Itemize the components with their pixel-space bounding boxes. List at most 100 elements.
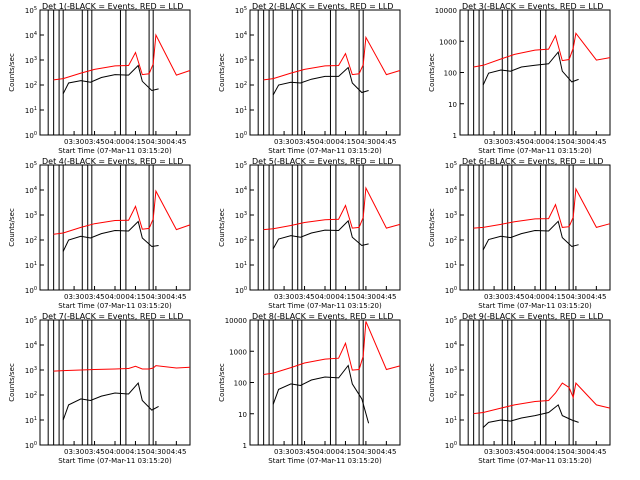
x-tick-label: 03:45 — [294, 293, 314, 301]
panel-6: Det 6(-BLACK = Events, RED = LLD Counts/s… — [428, 157, 611, 310]
lld-series-line — [53, 33, 191, 81]
lld-series-line — [263, 186, 401, 231]
y-tick-label: 102 — [445, 391, 457, 400]
panel-title: Det 9(-BLACK = Events, RED = LLD — [462, 312, 603, 321]
x-tick-label: 04:30 — [566, 448, 586, 456]
x-tick-label: 04:15 — [545, 138, 565, 146]
x-tick-label: 03:30 — [274, 138, 294, 146]
events-series-line — [482, 50, 579, 86]
y-tick-label: 103 — [235, 56, 247, 65]
x-tick-label: 03:45 — [504, 448, 524, 456]
y-tick-label: 100 — [444, 70, 457, 78]
y-axis-label: Counts/sec — [218, 53, 226, 92]
y-tick-label: 102 — [445, 236, 457, 245]
panel-3: Det 3(-BLACK = Events, RED = LLD Counts/s… — [428, 2, 611, 155]
y-tick-label: 101 — [25, 106, 37, 115]
x-axis-label: Start Time (07-Mar-11 03:15:20) — [478, 302, 592, 310]
panel-title: Det 3(-BLACK = Events, RED = LLD — [462, 2, 603, 11]
y-tick-label: 103 — [25, 211, 37, 220]
x-tick-label: 04:30 — [356, 293, 376, 301]
x-tick-label: 03:45 — [294, 138, 314, 146]
x-tick-label: 04:00 — [105, 138, 125, 146]
panel-title: Det 2(-BLACK = Events, RED = LLD — [252, 2, 393, 11]
x-tick-label: 04:15 — [545, 448, 565, 456]
plot-frame — [459, 9, 611, 136]
y-tick-label: 100 — [235, 131, 247, 140]
x-tick-label: 04:45 — [166, 138, 186, 146]
lld-series-line — [473, 382, 611, 415]
y-tick-label: 100 — [25, 286, 37, 295]
y-tick-label: 1000 — [439, 38, 457, 46]
plot-frame — [249, 9, 401, 136]
events-series-line — [482, 404, 579, 428]
y-tick-label: 105 — [25, 6, 37, 15]
y-tick-label: 101 — [25, 261, 37, 270]
x-axis-label: Start Time (07-Mar-11 03:15:20) — [268, 457, 382, 465]
y-tick-label: 1000 — [229, 348, 247, 356]
events-series-line — [272, 364, 370, 424]
x-tick-label: 03:30 — [484, 138, 504, 146]
y-axis-label: Counts/sec — [8, 363, 16, 402]
x-tick-label: 04:00 — [315, 448, 335, 456]
lld-series-line — [53, 365, 191, 372]
y-tick-label: 102 — [25, 236, 37, 245]
y-tick-label: 104 — [235, 186, 247, 195]
y-axis-label: Counts/sec — [8, 53, 16, 92]
x-tick-label: 04:15 — [125, 448, 145, 456]
x-tick-label: 04:00 — [315, 138, 335, 146]
events-series-line — [482, 220, 579, 251]
x-tick-label: 04:45 — [376, 293, 396, 301]
events-series-line — [62, 220, 159, 252]
y-tick-label: 10 — [238, 411, 247, 419]
y-tick-label: 104 — [445, 341, 457, 350]
x-tick-label: 04:30 — [146, 138, 166, 146]
x-tick-label: 04:00 — [525, 448, 545, 456]
y-tick-label: 104 — [445, 186, 457, 195]
y-tick-label: 100 — [25, 441, 37, 450]
y-tick-label: 105 — [445, 161, 457, 170]
x-tick-label: 03:45 — [504, 293, 524, 301]
x-tick-label: 03:30 — [64, 448, 84, 456]
y-tick-label: 101 — [445, 261, 457, 270]
panel-title: Det 8(-BLACK = Events, RED = LLD — [252, 312, 393, 321]
y-tick-label: 101 — [235, 106, 247, 115]
x-axis-label: Start Time (07-Mar-11 03:15:20) — [58, 147, 172, 155]
y-tick-label: 102 — [25, 391, 37, 400]
x-tick-label: 04:15 — [125, 138, 145, 146]
y-tick-label: 101 — [235, 261, 247, 270]
panel-7: Det 7(-BLACK = Events, RED = LLD Counts/s… — [8, 312, 191, 465]
y-tick-label: 100 — [25, 131, 37, 140]
y-tick-label: 105 — [25, 161, 37, 170]
x-axis-label: Start Time (07-Mar-11 03:15:20) — [478, 147, 592, 155]
x-tick-label: 04:30 — [146, 293, 166, 301]
y-tick-label: 104 — [25, 186, 37, 195]
x-tick-label: 04:00 — [525, 138, 545, 146]
y-tick-label: 104 — [235, 31, 247, 40]
x-tick-label: 04:00 — [525, 293, 545, 301]
y-axis-label: Counts/sec — [428, 53, 436, 92]
panel-8: Det 8(-BLACK = Events, RED = LLD Counts/s… — [218, 312, 401, 465]
x-tick-label: 04:30 — [356, 448, 376, 456]
y-axis-label: Counts/sec — [218, 208, 226, 247]
y-tick-label: 10000 — [435, 7, 457, 15]
plot-frame — [39, 319, 191, 446]
y-tick-label: 10000 — [225, 317, 247, 325]
y-tick-label: 1 — [453, 132, 457, 140]
y-axis-label: Counts/sec — [8, 208, 16, 247]
y-tick-label: 100 — [234, 380, 247, 388]
y-tick-label: 104 — [25, 31, 37, 40]
y-tick-label: 102 — [235, 81, 247, 90]
x-tick-label: 03:30 — [64, 293, 84, 301]
x-tick-label: 04:30 — [566, 293, 586, 301]
y-tick-label: 101 — [445, 416, 457, 425]
panel-title: Det 1(-BLACK = Events, RED = LLD — [42, 2, 183, 11]
panel-title: Det 6(-BLACK = Events, RED = LLD — [462, 157, 603, 166]
x-axis-label: Start Time (07-Mar-11 03:15:20) — [478, 457, 592, 465]
y-tick-label: 105 — [235, 161, 247, 170]
y-tick-label: 100 — [445, 441, 457, 450]
x-axis-label: Start Time (07-Mar-11 03:15:20) — [58, 302, 172, 310]
x-tick-label: 04:15 — [335, 138, 355, 146]
plot-frame — [39, 9, 191, 136]
panel-1: Det 1(-BLACK = Events, RED = LLD Counts/s… — [8, 2, 191, 155]
